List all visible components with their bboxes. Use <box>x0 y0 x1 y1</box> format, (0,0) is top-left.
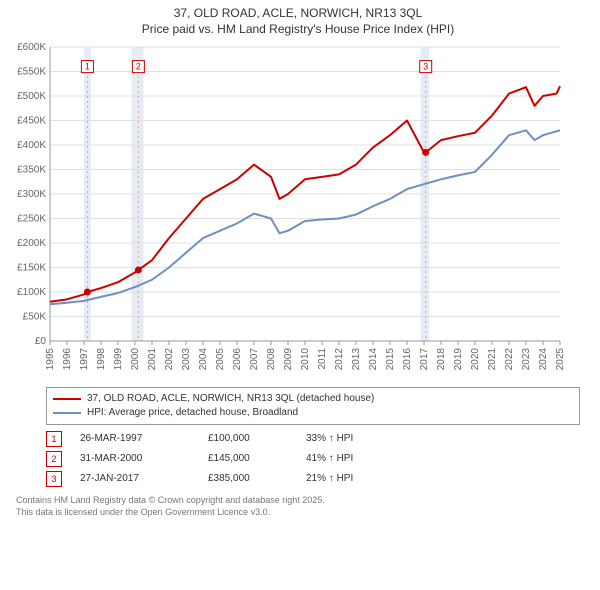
svg-text:2001: 2001 <box>147 348 158 371</box>
svg-text:2002: 2002 <box>164 348 175 371</box>
svg-text:2017: 2017 <box>419 348 430 371</box>
svg-text:£600K: £600K <box>17 42 46 53</box>
sale-event-marker: 3 <box>46 471 62 487</box>
svg-text:2006: 2006 <box>232 348 243 371</box>
sale-event-row: 3 27-JAN-2017 £385,000 21% ↑ HPI <box>46 469 580 489</box>
svg-text:£350K: £350K <box>17 165 46 176</box>
sale-event-delta: 41% ↑ HPI <box>306 449 353 469</box>
svg-text:2024: 2024 <box>538 348 549 371</box>
svg-text:1: 1 <box>85 62 90 72</box>
svg-text:2: 2 <box>136 62 141 72</box>
svg-text:1998: 1998 <box>96 348 107 371</box>
legend-swatch <box>53 412 81 414</box>
legend-swatch <box>53 398 81 400</box>
sale-event-row: 1 26-MAR-1997 £100,000 33% ↑ HPI <box>46 429 580 449</box>
svg-text:£0: £0 <box>35 336 47 347</box>
svg-text:£100K: £100K <box>17 287 46 298</box>
svg-text:£400K: £400K <box>17 140 46 151</box>
sale-event-date: 26-MAR-1997 <box>80 429 190 449</box>
svg-text:2011: 2011 <box>317 348 328 370</box>
svg-text:£450K: £450K <box>17 116 46 127</box>
svg-text:2010: 2010 <box>300 348 311 371</box>
svg-text:2013: 2013 <box>351 348 362 371</box>
svg-text:2015: 2015 <box>385 348 396 371</box>
footer-line2: This data is licensed under the Open Gov… <box>16 507 580 519</box>
footer-line1: Contains HM Land Registry data © Crown c… <box>16 495 580 507</box>
svg-text:1999: 1999 <box>113 348 124 371</box>
svg-text:3: 3 <box>423 62 428 72</box>
svg-text:2005: 2005 <box>215 348 226 371</box>
svg-text:2007: 2007 <box>249 348 260 371</box>
sale-event-price: £145,000 <box>208 449 288 469</box>
svg-text:1997: 1997 <box>79 348 90 371</box>
sale-events-table: 1 26-MAR-1997 £100,000 33% ↑ HPI 2 31-MAR-200… <box>46 429 580 489</box>
svg-text:2025: 2025 <box>555 348 566 371</box>
legend-label: 37, OLD ROAD, ACLE, NORWICH, NR13 3QL (d… <box>87 392 374 406</box>
svg-text:£500K: £500K <box>17 91 46 102</box>
title-line1: 37, OLD ROAD, ACLE, NORWICH, NR13 3QL <box>6 6 590 22</box>
svg-text:2012: 2012 <box>334 348 345 371</box>
svg-text:1996: 1996 <box>62 348 73 371</box>
sale-event-marker: 1 <box>46 431 62 447</box>
sale-event-date: 31-MAR-2000 <box>80 449 190 469</box>
svg-text:£250K: £250K <box>17 214 46 225</box>
svg-text:2018: 2018 <box>436 348 447 371</box>
svg-text:2000: 2000 <box>130 348 141 371</box>
chart-title: 37, OLD ROAD, ACLE, NORWICH, NR13 3QL Pr… <box>6 6 590 37</box>
svg-text:2019: 2019 <box>453 348 464 371</box>
sale-event-price: £385,000 <box>208 469 288 489</box>
svg-text:2022: 2022 <box>504 348 515 371</box>
sale-event-price: £100,000 <box>208 429 288 449</box>
price-vs-hpi-chart: £0 £50K £100K £150K £200K £250K £300K £350K £400… <box>6 41 566 381</box>
sale-event-row: 2 31-MAR-2000 £145,000 41% ↑ HPI <box>46 449 580 469</box>
svg-text:2004: 2004 <box>198 348 209 371</box>
svg-text:2008: 2008 <box>266 348 277 371</box>
svg-text:£150K: £150K <box>17 263 46 274</box>
svg-text:2009: 2009 <box>283 348 294 371</box>
svg-text:£300K: £300K <box>17 189 46 200</box>
svg-text:2014: 2014 <box>368 348 379 371</box>
title-line2: Price paid vs. HM Land Registry's House … <box>6 22 590 38</box>
footer-attribution: Contains HM Land Registry data © Crown c… <box>16 495 580 518</box>
svg-text:£550K: £550K <box>17 67 46 78</box>
svg-text:2003: 2003 <box>181 348 192 371</box>
svg-text:2023: 2023 <box>521 348 532 371</box>
sale-event-date: 27-JAN-2017 <box>80 469 190 489</box>
svg-text:1995: 1995 <box>45 348 56 371</box>
legend-item: HPI: Average price, detached house, Broa… <box>53 406 573 420</box>
svg-text:£200K: £200K <box>17 238 46 249</box>
sale-event-marker: 2 <box>46 451 62 467</box>
legend-label: HPI: Average price, detached house, Broa… <box>87 406 298 420</box>
sale-event-delta: 33% ↑ HPI <box>306 429 353 449</box>
svg-text:£50K: £50K <box>23 312 47 323</box>
legend: 37, OLD ROAD, ACLE, NORWICH, NR13 3QL (d… <box>46 387 580 425</box>
svg-text:2016: 2016 <box>402 348 413 371</box>
legend-item: 37, OLD ROAD, ACLE, NORWICH, NR13 3QL (d… <box>53 392 573 406</box>
svg-text:2020: 2020 <box>470 348 481 371</box>
svg-text:2021: 2021 <box>487 348 498 371</box>
sale-event-delta: 21% ↑ HPI <box>306 469 353 489</box>
